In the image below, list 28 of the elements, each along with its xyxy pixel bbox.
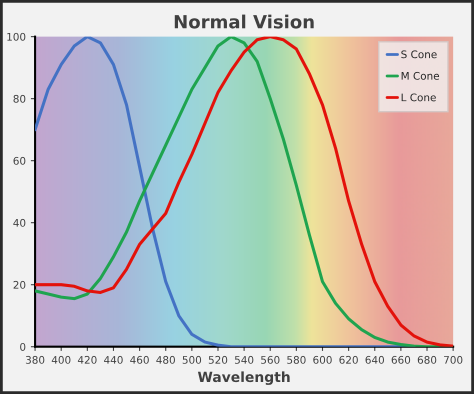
x-tick-label: 480 <box>156 356 175 364</box>
y-tick-label: 60 <box>14 156 26 165</box>
x-tick-label: 520 <box>208 356 228 364</box>
y-tick-label: 20 <box>14 280 26 289</box>
x-tick-label: 400 <box>52 356 70 364</box>
x-tick-label: 620 <box>339 356 358 364</box>
y-tick-label: 40 <box>13 218 26 227</box>
legend-label: M Cone <box>402 72 440 80</box>
x-tick-label: 380 <box>26 356 44 364</box>
chart-title: Normal Vision <box>174 14 314 29</box>
x-tick-label: 660 <box>392 356 410 364</box>
y-tick-label: 0 <box>20 342 26 351</box>
x-tick-label: 560 <box>261 356 280 364</box>
x-tick-label: 700 <box>444 356 462 364</box>
x-tick-label: 460 <box>130 356 149 364</box>
y-tick-label: 80 <box>14 94 26 103</box>
x-axis-title: Wavelength <box>198 371 290 385</box>
legend-label: L Cone <box>402 93 436 102</box>
x-tick-label: 600 <box>313 356 332 364</box>
y-tick-label: 100 <box>7 32 26 41</box>
x-tick-label: 540 <box>234 356 254 364</box>
x-tick-label: 420 <box>78 356 97 364</box>
x-tick-label: 640 <box>366 356 384 364</box>
legend-label: S Cone <box>401 50 437 58</box>
x-tick-label: 580 <box>287 356 306 364</box>
x-tick-label: 500 <box>182 356 202 364</box>
x-tick-label: 680 <box>418 356 436 364</box>
x-tick-label: 440 <box>104 356 123 364</box>
